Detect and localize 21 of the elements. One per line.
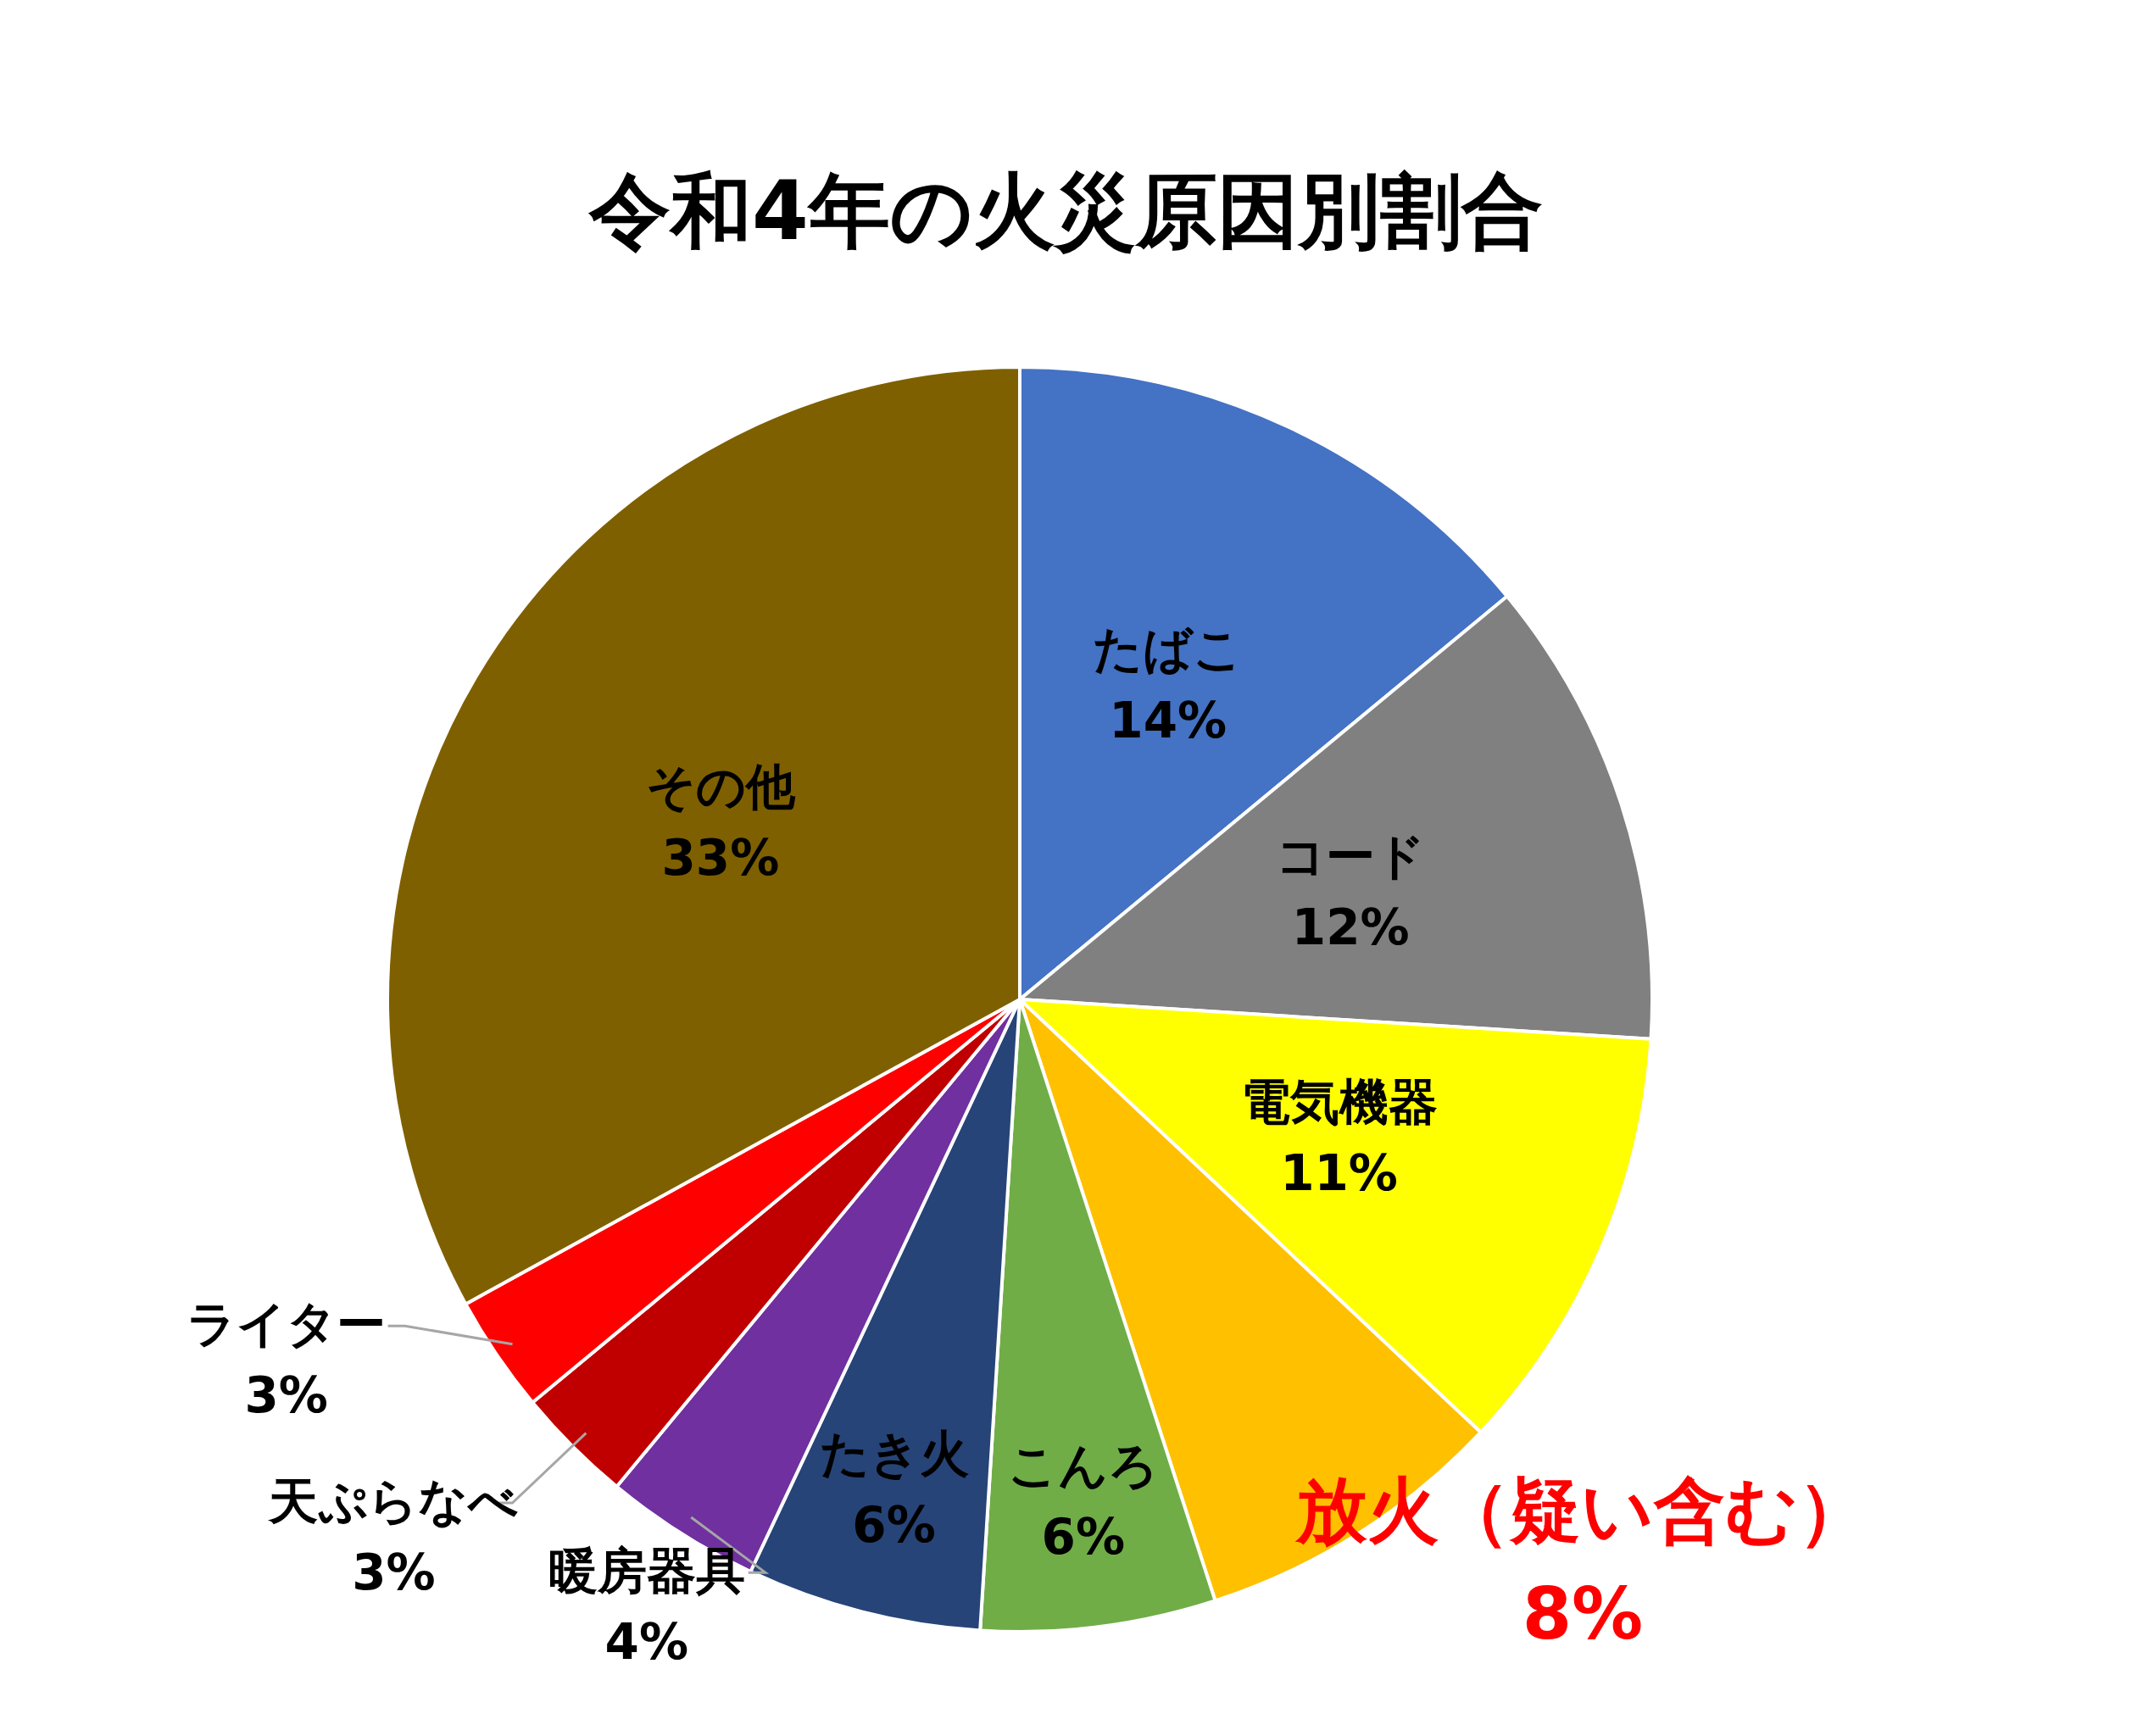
data-label: 6% <box>852 1496 936 1555</box>
slice-label: 天ぷらなべ <box>267 1472 519 1531</box>
data-label: 14% <box>1109 691 1227 749</box>
slice-label: 放火（疑い含む） <box>1294 1469 1869 1553</box>
data-label: 3% <box>244 1366 328 1425</box>
data-label: 8% <box>1522 1572 1644 1655</box>
slice-label: 電気機器 <box>1240 1072 1438 1131</box>
slice-label: コード <box>1276 827 1426 886</box>
slice-label: その他 <box>645 758 796 816</box>
data-label: 4% <box>604 1613 689 1672</box>
slice-label: 暖房器具 <box>548 1542 745 1600</box>
slice-label: こんろ <box>1008 1437 1159 1495</box>
slice-label: たばこ <box>1093 620 1244 678</box>
data-label: 11% <box>1280 1144 1398 1202</box>
slice-label: ライター <box>186 1295 387 1354</box>
chart-title: 令和4年の火災原因別割合 <box>587 164 1543 259</box>
data-label: 3% <box>352 1544 436 1602</box>
data-label: 6% <box>1041 1508 1126 1566</box>
data-label: 12% <box>1291 899 1410 957</box>
slice-label: たき火 <box>819 1425 969 1483</box>
data-label: 33% <box>661 829 780 887</box>
